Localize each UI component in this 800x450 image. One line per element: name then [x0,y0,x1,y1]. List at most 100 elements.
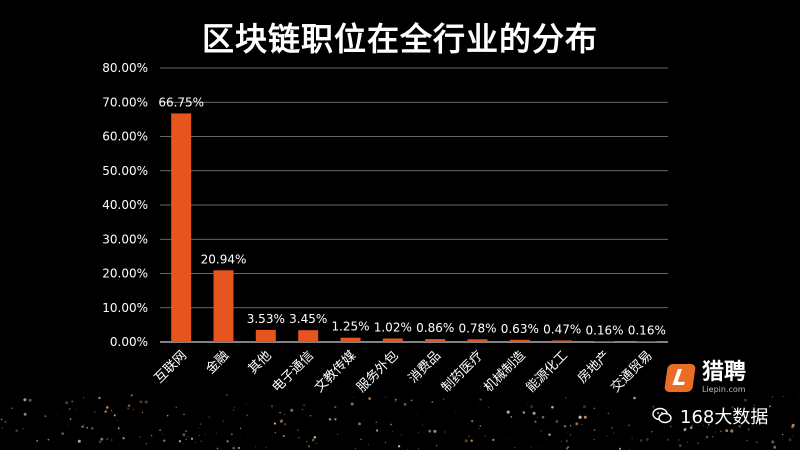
sparkle-dot [530,446,532,448]
sparkle-dot [417,432,419,434]
sparkle-dot [506,410,510,414]
sparkle-dot [358,422,361,426]
sparkle-dot [315,442,317,444]
sparkle-dot [246,414,249,417]
sparkle-dot [645,438,649,441]
sparkle-dot [606,435,608,437]
sparkle-dot [117,428,120,430]
sparkle-dot [290,408,294,412]
sparkle-dot [769,405,771,408]
sparkle-dot [141,411,144,413]
sparkle-dot [699,410,700,412]
liepin-logo: L 猎聘 Liepin.com [664,360,746,396]
sparkle-dot [566,447,569,450]
logo-badge-letter: L [671,365,689,391]
sparkle-dot [375,429,379,432]
gridlines [160,67,668,343]
y-tick-label: 70.00% [102,95,148,109]
sparkle-dot [593,439,595,441]
sparkle-dot [159,429,161,431]
sparkle-dot [132,408,134,411]
sparkle-dot [130,394,133,397]
sparkle-dot [307,445,311,448]
sparkle-dot [479,425,482,427]
sparkle-dot [10,407,13,409]
sparkle-dot [575,422,579,426]
sparkle-dot [705,438,707,440]
sparkle-dot [478,406,479,407]
sparkle-dot [697,424,699,426]
sparkle-dot [282,434,285,438]
sparkle-dot [410,399,413,402]
sparkle-dot [484,435,486,437]
sparkle-dot [28,398,32,402]
sparkle-dot [782,395,784,397]
bar [298,330,319,342]
y-tick-label: 20.00% [102,267,148,281]
sparkle-dot [385,396,387,398]
sparkle-dot [303,404,306,407]
sparkle-dot [782,433,784,436]
sparkle-dot [4,420,7,423]
sparkle-dot [470,439,473,442]
sparkle-dot [100,437,104,441]
x-tick-label: 机械制造 [481,348,528,395]
sparkle-dot [548,433,551,436]
sparkle-dot [593,407,596,409]
bar [509,339,530,342]
sparkle-dot [735,410,738,412]
sparkle-dot [532,411,536,415]
sparkle-dot [56,413,58,415]
sparkle-dot [593,429,596,432]
bars [171,113,657,343]
sparkle-dot [297,436,300,439]
sparkle-dot [510,416,513,418]
sparkle-dot [334,418,337,421]
sparkle-dot [111,410,112,411]
sparkle-dot [105,406,109,409]
sparkle-dot [116,448,117,450]
sparkle-dot [569,434,572,436]
sparkle-dot [162,433,164,435]
data-label: 0.63% [501,322,539,336]
sparkle-dot [271,437,273,439]
sparkle-dot [514,447,516,449]
sparkle-dot [633,396,636,400]
sparkle-dot [566,432,567,434]
sparkle-dot [786,416,788,418]
sparkle-dot [705,435,709,439]
sparkle-dot [65,402,67,404]
chart-title: 区块链职位在全行业的分布 [201,20,598,58]
sparkle-dot [428,429,432,433]
x-tick-label: 文教传媒 [311,348,359,396]
sparkle-dot [98,440,102,444]
sparkle-dot [350,402,354,406]
sparkle-dot [709,420,712,422]
sparkle-dot [798,397,800,399]
x-tick-label: 电子通信 [270,348,317,395]
sparkle-dot [68,408,71,410]
sparkle-dot [67,424,68,426]
sparkle-dot [431,401,434,403]
sparkle-dot [618,447,622,450]
sparkle-dot [81,425,84,428]
sparkle-dot [540,446,543,448]
sparkle-dot [394,401,396,403]
sparkle-dot [239,427,242,429]
sparkle-dot [753,404,756,406]
sparkle-dot [416,413,418,415]
sparkle-dot [306,441,308,443]
sparkle-dot [714,431,716,433]
sparkle-dot [523,396,524,398]
sparkle-dot [255,446,257,448]
sparkle-dot [313,435,317,439]
logo-url: Liepin.com [702,385,746,394]
sparkle-dot [23,398,27,402]
sparkle-dot [565,439,569,443]
sparkle-dot [74,408,76,409]
wechat-account-name: 168大数据 [680,407,769,428]
sparkle-dot [560,440,562,442]
sparkle-dot [724,441,726,443]
y-tick-label: 60.00% [102,130,148,144]
sparkle-dot [791,423,795,427]
